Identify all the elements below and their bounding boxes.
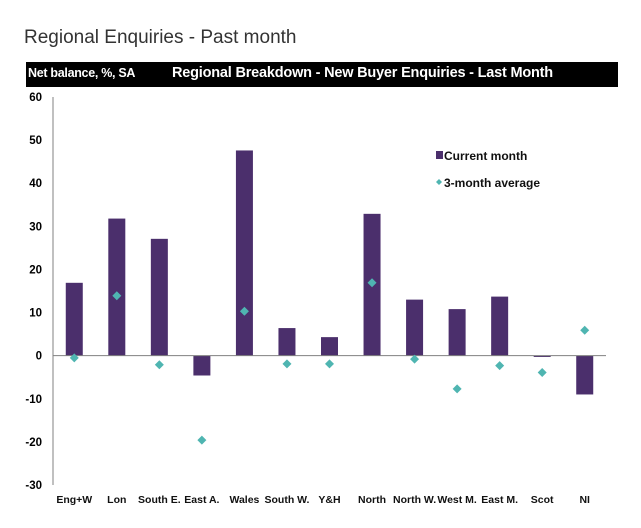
marker-3-month-average — [580, 325, 590, 335]
x-tick-label: West M. — [437, 494, 477, 506]
x-tick-label: Y&H — [318, 494, 340, 506]
chart-title: Regional Breakdown - New Buyer Enquiries… — [172, 65, 553, 81]
marker-3-month-average — [197, 435, 207, 445]
legend-swatch-current-month — [436, 151, 443, 159]
bar-current-month — [150, 238, 168, 356]
marker-3-month-average — [367, 278, 377, 288]
bar-current-month — [406, 299, 424, 356]
chart-header-bar: Net balance, %, SA Regional Breakdown - … — [26, 62, 618, 87]
x-axis-labels: Eng+W Lon South E. East A. Wales South W. Y&H N… — [56, 494, 590, 506]
y-tick-label: 10 — [29, 308, 42, 320]
marker-3-month-average — [282, 359, 292, 369]
markers-group — [69, 278, 590, 445]
bars-group — [65, 150, 594, 395]
y-tick-label: 60 — [29, 92, 42, 104]
y-axis-ticks: 60 50 40 30 20 10 0 -10 -20 -30 — [25, 92, 42, 492]
legend-label-current-month: Current month — [444, 149, 527, 163]
legend-swatch-3-month-average — [436, 179, 442, 185]
y-tick-label: 50 — [29, 135, 42, 147]
x-tick-label: North W. — [393, 494, 436, 506]
x-tick-label: East M. — [481, 494, 518, 506]
y-tick-label: 40 — [29, 178, 42, 190]
x-tick-label: North — [358, 494, 386, 506]
marker-3-month-average — [69, 353, 79, 363]
legend: Current month 3-month average — [436, 149, 540, 190]
bar-current-month — [278, 328, 296, 356]
x-tick-label: NI — [579, 494, 590, 506]
x-tick-label: Lon — [107, 494, 126, 506]
marker-3-month-average — [537, 367, 547, 377]
page-title: Regional Enquiries - Past month — [24, 27, 297, 48]
bar-current-month — [491, 296, 509, 356]
bar-current-month — [235, 150, 253, 356]
bar-current-month — [448, 309, 466, 356]
unit-label: Net balance, %, SA — [28, 66, 136, 80]
x-tick-label: South W. — [265, 494, 310, 506]
y-tick-label: 20 — [29, 264, 42, 276]
marker-3-month-average — [325, 359, 334, 369]
marker-3-month-average — [495, 361, 505, 371]
x-tick-label: Eng+W — [56, 494, 92, 506]
y-tick-label: 30 — [29, 221, 42, 233]
y-tick-label: -30 — [25, 480, 42, 492]
bar-current-month — [193, 355, 211, 376]
bar-current-month — [321, 337, 338, 356]
y-tick-label: -10 — [25, 394, 42, 406]
marker-3-month-average — [112, 291, 122, 301]
bar-current-month — [576, 355, 594, 395]
y-tick-label: -20 — [25, 437, 42, 449]
marker-3-month-average — [410, 354, 420, 364]
bar-current-month — [65, 282, 83, 356]
marker-3-month-average — [154, 360, 164, 370]
bar-current-month — [108, 218, 126, 356]
x-tick-label: East A. — [184, 494, 219, 506]
y-tick-label: 0 — [36, 351, 42, 363]
x-tick-label: Scot — [531, 494, 554, 506]
x-tick-label: Wales — [229, 494, 259, 506]
legend-label-3-month-average: 3-month average — [444, 176, 540, 190]
marker-3-month-average — [239, 306, 249, 316]
marker-3-month-average — [452, 384, 462, 394]
x-tick-label: South E. — [138, 494, 181, 506]
bar-current-month — [533, 355, 551, 357]
